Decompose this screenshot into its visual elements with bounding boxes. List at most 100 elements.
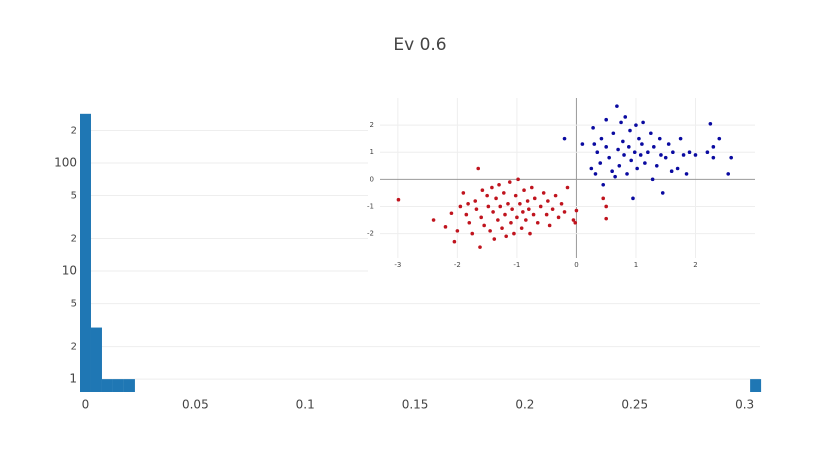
point — [613, 174, 617, 179]
bar — [80, 113, 91, 393]
point — [684, 172, 689, 176]
point — [528, 231, 532, 236]
inset-background — [368, 92, 760, 274]
point — [650, 177, 655, 182]
point — [638, 153, 643, 157]
point — [518, 201, 522, 206]
point — [611, 131, 616, 136]
point — [666, 142, 671, 146]
y-tick-label: 100 — [54, 155, 77, 169]
point — [478, 245, 482, 249]
point — [654, 163, 659, 168]
point — [595, 150, 600, 155]
point — [593, 172, 598, 176]
bar — [750, 379, 762, 392]
point — [663, 155, 668, 160]
point — [616, 147, 620, 152]
point — [541, 191, 546, 195]
x-tick-label: -2 — [454, 261, 461, 269]
point — [643, 161, 647, 165]
point — [615, 104, 619, 108]
point — [476, 166, 481, 171]
x-tick-label: -1 — [513, 261, 520, 269]
point — [671, 150, 675, 155]
point — [513, 193, 518, 198]
point — [598, 161, 603, 165]
x-tick-label: 0 — [574, 261, 578, 269]
point — [525, 199, 530, 203]
y-tick-label: 5 — [71, 191, 77, 202]
point — [649, 131, 653, 136]
point — [524, 218, 528, 222]
point — [503, 212, 507, 217]
point — [443, 225, 448, 229]
point — [522, 188, 526, 193]
point — [496, 218, 500, 222]
point — [485, 193, 489, 198]
y-tick-label: 0 — [370, 175, 374, 183]
y-tick-label: 1 — [370, 148, 374, 156]
point — [553, 193, 558, 198]
point — [589, 166, 594, 171]
y-tick-label: 2 — [71, 342, 77, 353]
point — [657, 136, 662, 141]
point — [726, 172, 731, 176]
x-tick-label: 0.3 — [735, 398, 754, 412]
point — [455, 229, 460, 233]
point — [711, 155, 716, 160]
point — [546, 199, 550, 203]
bar — [90, 327, 102, 392]
point — [681, 153, 686, 157]
point — [622, 153, 626, 157]
point — [628, 128, 632, 133]
x-tick-label: 1 — [634, 261, 638, 269]
x-tick-label: 0.2 — [515, 398, 534, 412]
point — [669, 169, 674, 174]
point — [531, 212, 536, 217]
point — [486, 204, 491, 209]
point — [474, 207, 479, 211]
point — [625, 172, 629, 176]
point — [504, 234, 508, 239]
y-tick-label: 1 — [69, 372, 77, 386]
point — [532, 196, 537, 201]
point — [516, 177, 520, 182]
point — [641, 120, 645, 125]
y-tick-label: -2 — [367, 230, 374, 238]
point — [637, 136, 641, 141]
point — [467, 220, 472, 225]
point — [640, 142, 644, 146]
point — [515, 215, 519, 220]
point — [466, 201, 470, 206]
point — [556, 215, 561, 220]
point — [601, 182, 606, 187]
point — [711, 145, 716, 149]
point — [562, 210, 567, 214]
point — [604, 204, 608, 209]
x-tick-label: 0.15 — [402, 398, 429, 412]
point — [538, 204, 543, 209]
point — [675, 166, 680, 171]
point — [571, 218, 576, 222]
point — [482, 223, 486, 228]
point — [610, 169, 614, 174]
point — [488, 229, 492, 233]
point — [621, 139, 625, 144]
point — [535, 220, 540, 225]
y-tick-label: 2 — [370, 121, 374, 129]
x-tick-label: 0.25 — [621, 398, 648, 412]
point — [631, 196, 635, 201]
point — [629, 158, 633, 163]
point — [490, 185, 494, 190]
point — [509, 220, 513, 225]
point — [507, 180, 512, 184]
point — [632, 150, 637, 155]
point — [617, 163, 622, 168]
point — [529, 185, 534, 190]
y-tick-label: 2 — [71, 234, 77, 245]
x-tick-label: 0 — [82, 398, 90, 412]
point — [619, 120, 623, 125]
point — [580, 142, 585, 146]
